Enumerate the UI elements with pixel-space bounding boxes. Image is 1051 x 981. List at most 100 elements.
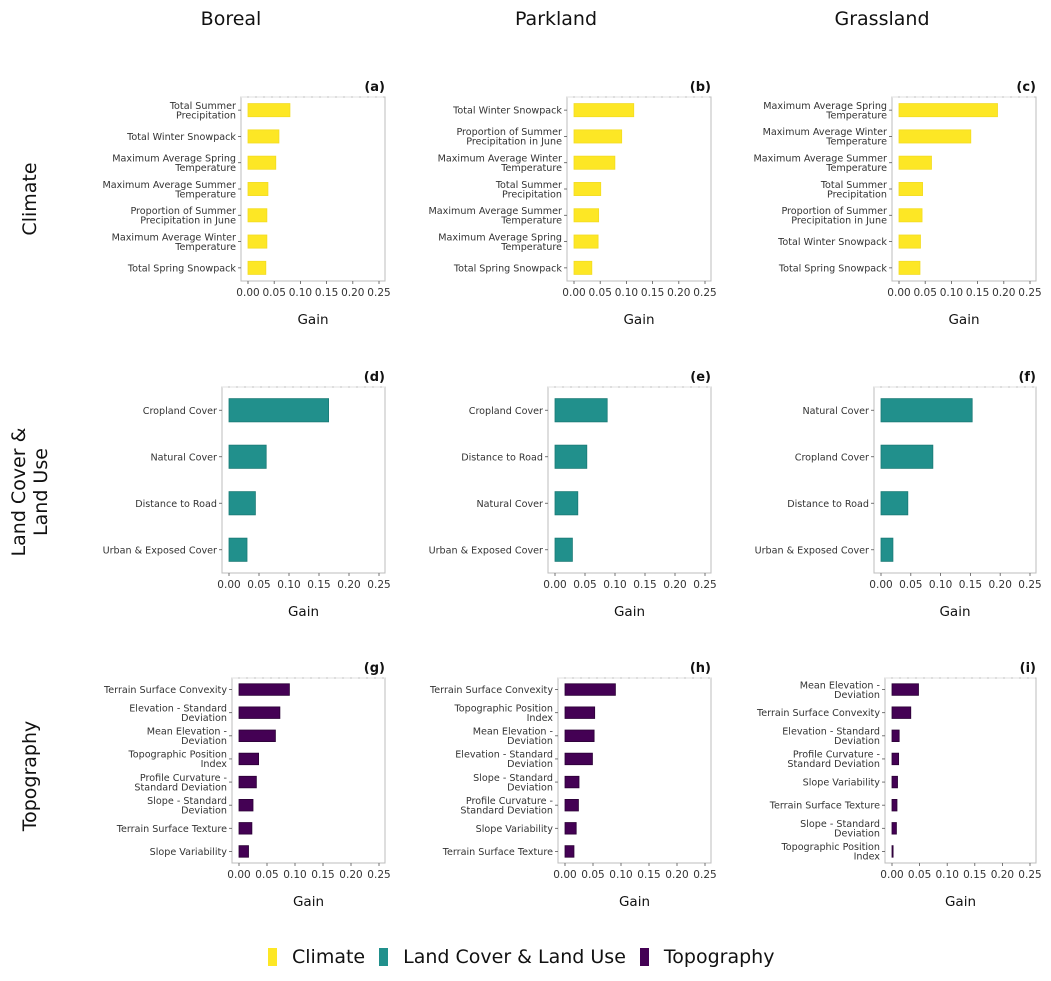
bar[interactable]: [891, 683, 919, 696]
bar[interactable]: [247, 129, 280, 144]
bar[interactable]: [564, 845, 575, 858]
bar[interactable]: [247, 155, 277, 170]
bar[interactable]: [880, 444, 934, 469]
bar[interactable]: [891, 752, 900, 766]
x-tick-label: 0.10: [940, 287, 963, 299]
bar[interactable]: [564, 752, 593, 766]
y-tick-label: Maximum Average Summer Temperature: [103, 180, 237, 201]
y-tick-label: Mean Elevation -Deviation: [147, 727, 227, 748]
bar[interactable]: [554, 444, 588, 469]
bar[interactable]: [238, 775, 257, 789]
bar[interactable]: [573, 234, 599, 249]
bar[interactable]: [554, 398, 608, 423]
bar[interactable]: [891, 822, 897, 835]
bar[interactable]: [238, 822, 253, 835]
bar[interactable]: [238, 752, 260, 766]
panel-label: (e): [690, 370, 711, 385]
chart-panel-a: (a) 0.00 0.05 0.10 0.15 0.20 0.25 Gain Total Sum…: [103, 80, 391, 328]
bar[interactable]: [247, 208, 268, 223]
bar[interactable]: [898, 182, 923, 196]
y-tick-label-line: Standard Deviation: [787, 759, 880, 770]
panel-label: (b): [690, 80, 711, 95]
column-title-boreal: Boreal: [200, 8, 262, 30]
bar[interactable]: [898, 103, 998, 118]
y-tick-label-line: Total Summer: [820, 180, 887, 191]
bar[interactable]: [573, 260, 593, 275]
bar[interactable]: [228, 537, 248, 562]
y-tick-label-line: Precipitation: [502, 189, 562, 200]
y-tick-label-line: Elevation - Standard: [129, 703, 227, 714]
y-tick-label-line: Mean Elevation -: [800, 680, 880, 691]
bar[interactable]: [554, 537, 573, 562]
bar[interactable]: [573, 182, 602, 196]
bar[interactable]: [564, 799, 579, 812]
x-axis-label: Gain: [619, 894, 650, 910]
bar[interactable]: [898, 129, 972, 144]
bar[interactable]: [238, 845, 249, 858]
y-tick-label-line: Urban & Exposed Cover: [429, 545, 543, 556]
bar[interactable]: [898, 260, 921, 275]
y-tick-label-line: Maximum Average Spring: [763, 101, 887, 112]
bar[interactable]: [247, 234, 268, 249]
bar[interactable]: [573, 129, 623, 144]
bar[interactable]: [238, 706, 281, 719]
bar[interactable]: [564, 683, 616, 696]
bar[interactable]: [880, 398, 973, 423]
bar[interactable]: [247, 103, 291, 118]
bar[interactable]: [228, 398, 329, 423]
bar[interactable]: [891, 706, 912, 719]
y-tick-label: Slope Variability: [476, 824, 554, 835]
bar[interactable]: [891, 799, 898, 812]
y-tick-label-line: Temperature: [825, 163, 887, 174]
y-tick-label: Terrain Surface Convexity: [103, 685, 227, 696]
x-tick-label: 0.05: [589, 287, 612, 299]
bar[interactable]: [891, 729, 900, 742]
bar[interactable]: [247, 182, 269, 196]
bar[interactable]: [228, 444, 267, 469]
y-tick-label: Total Spring Snowpack: [778, 263, 888, 274]
bar[interactable]: [564, 822, 577, 835]
y-tick-label: Total Summer Precipitation: [495, 180, 562, 201]
chart-panel-d: (d) 0.00 0.05 0.10 0.15 0.20 0.25 Gain Cropland …: [103, 370, 391, 620]
column-title-parkland: Parkland: [514, 8, 598, 30]
bar[interactable]: [880, 491, 909, 516]
bar[interactable]: [898, 234, 921, 249]
bar[interactable]: [564, 706, 596, 719]
y-tick-label-line: Maximum Average Summer: [754, 153, 888, 164]
legend-swatch-topography: [639, 948, 649, 966]
y-tick-label: Proportion of Summer Precipitation in Jun…: [456, 127, 562, 148]
x-tick-label: 0.00: [869, 579, 892, 591]
x-tick-label: 0.20: [665, 869, 688, 881]
y-tick-label: Urban & Exposed Cover: [429, 545, 543, 556]
y-tick-label-line: Precipitation in June: [791, 216, 887, 227]
x-tick-label: 0.15: [966, 287, 989, 299]
y-tick-label-line: Slope Variability: [803, 778, 881, 789]
y-tick-label: Slope Variability: [150, 847, 228, 858]
bar[interactable]: [238, 799, 254, 812]
bar[interactable]: [238, 729, 276, 742]
bar[interactable]: [228, 491, 256, 516]
bar[interactable]: [238, 683, 290, 696]
bar[interactable]: [898, 155, 932, 170]
legend-item-topography: Topography: [639, 946, 774, 968]
bar[interactable]: [247, 260, 267, 275]
x-axis-label: Gain: [948, 312, 979, 328]
bar[interactable]: [880, 537, 894, 562]
plot-area: [557, 677, 712, 864]
bar[interactable]: [564, 775, 580, 789]
bar[interactable]: [573, 155, 616, 170]
chart-panel-b: (b) 0.00 0.05 0.10 0.15 0.20 0.25 Gain Total Win…: [429, 80, 717, 328]
bar[interactable]: [898, 208, 923, 223]
bar[interactable]: [891, 845, 894, 858]
bar[interactable]: [891, 775, 898, 789]
bar[interactable]: [573, 103, 635, 118]
bar[interactable]: [554, 491, 579, 516]
x-axis-label: Gain: [945, 894, 976, 910]
y-tick-label: Maximum Average Spring Temperature: [763, 101, 887, 122]
y-tick-label: Natural Cover: [150, 452, 217, 463]
y-tick-label-line: Deviation: [834, 690, 880, 701]
y-tick-label-line: Proportion of Summer: [456, 127, 562, 138]
y-tick-label-line: Total Spring Snowpack: [778, 263, 888, 274]
bar[interactable]: [564, 729, 595, 742]
bar[interactable]: [573, 208, 600, 223]
